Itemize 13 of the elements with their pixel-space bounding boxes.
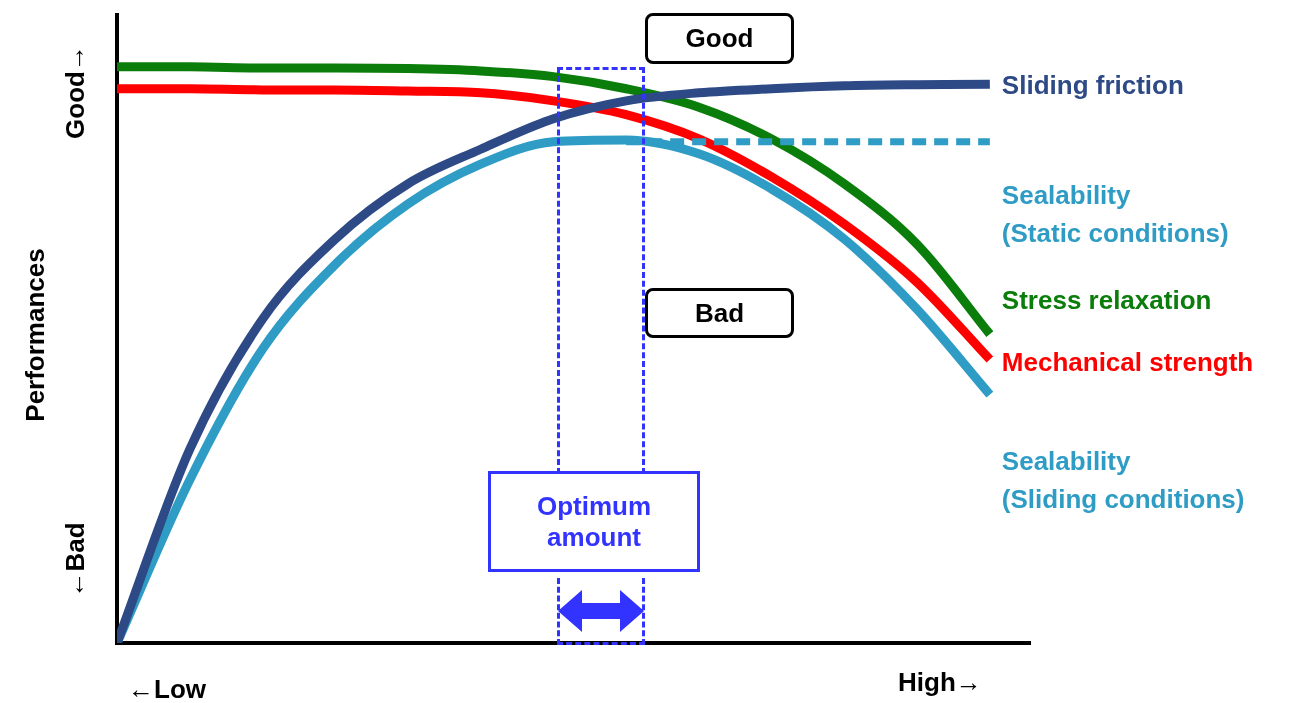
text: High→ (898, 667, 982, 698)
y-axis-title: Performances (19, 248, 51, 422)
series-label: Mechanical strength (1001, 346, 1254, 377)
text: ←Bad (59, 522, 91, 598)
annotation: Bad (645, 288, 794, 338)
annotation: Optimum amount (488, 471, 700, 572)
text: ←Low (128, 674, 206, 703)
series-label: Sliding friction (1001, 70, 1184, 101)
text: Good (645, 13, 794, 64)
text: Good→ (59, 45, 91, 139)
series-label: Stress relaxation (1001, 285, 1212, 316)
series-label: Sealability (Static conditions) (1001, 179, 1229, 248)
text: Sealability (Sliding conditions) (1001, 445, 1245, 514)
